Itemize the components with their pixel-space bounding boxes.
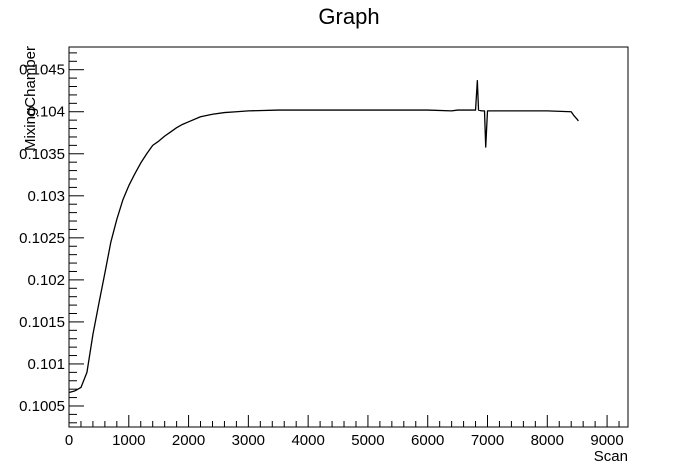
x-tick-label: 4000 [291, 432, 324, 449]
y-tick-label: 0.1015 [19, 314, 65, 331]
series-layer [68, 79, 579, 394]
plot-area-border [68, 46, 629, 428]
x-tick-label: 2000 [172, 432, 205, 449]
y-tick-label: 0.104 [27, 104, 65, 121]
y-tick-label: 0.103 [27, 188, 65, 205]
plot-frame [68, 46, 629, 428]
series-line [68, 79, 579, 394]
x-tick-label: 9000 [590, 432, 623, 449]
x-axis-title: Scan [594, 448, 628, 465]
x-tick-label: 7000 [471, 432, 504, 449]
y-tick-label: 0.1035 [19, 146, 65, 163]
axis-ticks: 0 1000 2000 3000 4000 5000 6000 7000 8000 9000 0.1… [19, 52, 624, 449]
y-tick-label: 0.1045 [19, 62, 65, 79]
y-tick-label: 0.1025 [19, 230, 65, 247]
y-tick-label: 0.1005 [19, 398, 65, 415]
x-tick-label: 8000 [531, 432, 564, 449]
y-tick-label: 0.101 [27, 356, 65, 373]
x-tick-label: 5000 [351, 432, 384, 449]
x-tick-label: 0 [65, 432, 73, 449]
y-tick-label: 0.102 [27, 272, 65, 289]
y-axis-title: MixingChamber [22, 46, 39, 151]
x-tick-label: 1000 [112, 432, 145, 449]
x-tick-label: 3000 [232, 432, 265, 449]
chart-title: Graph [318, 4, 379, 29]
x-tick-label: 6000 [411, 432, 444, 449]
